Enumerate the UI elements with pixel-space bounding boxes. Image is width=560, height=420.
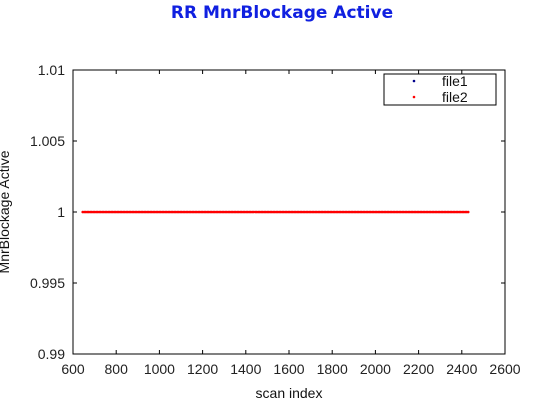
- legend-box: [383, 73, 497, 106]
- y-axis-label: MnrBlockage Active: [0, 150, 12, 273]
- x-tick-label: 600: [61, 361, 85, 377]
- x-tick-label: 2400: [446, 361, 477, 377]
- y-tick-label: 1: [57, 204, 65, 220]
- legend: file1 file2: [383, 73, 497, 106]
- y-tick-label: 0.99: [38, 346, 65, 362]
- x-tick-label: 1800: [317, 361, 348, 377]
- y-axis-ticks: 0.99 0.995 1 1.005 1.01: [30, 62, 505, 362]
- x-tick-label: 800: [105, 361, 129, 377]
- x-tick-label: 1200: [187, 361, 218, 377]
- series-layer: [81, 210, 470, 214]
- y-tick-label: 1.005: [30, 133, 65, 149]
- legend-marker-file2: [412, 95, 416, 99]
- data-point: [466, 210, 470, 214]
- legend-label-file1: file1: [442, 73, 468, 89]
- x-tick-label: 1600: [273, 361, 304, 377]
- y-tick-label: 1.01: [38, 62, 65, 78]
- x-tick-label: 2000: [360, 361, 391, 377]
- x-tick-label: 2200: [403, 361, 434, 377]
- chart-title: RR MnrBlockage Active: [171, 3, 393, 23]
- x-tick-label: 1000: [144, 361, 175, 377]
- legend-marker-file1: [412, 79, 416, 83]
- series-file2: [81, 210, 470, 214]
- x-tick-label: 1400: [230, 361, 261, 377]
- x-tick-label: 2600: [489, 361, 520, 377]
- y-tick-label: 0.995: [30, 275, 65, 291]
- x-axis-label: scan index: [256, 385, 323, 401]
- x-axis-ticks: 600 800 1000 1200 1400 1600 1800 2000 2200 2400 26…: [61, 70, 521, 377]
- legend-label-file2: file2: [442, 89, 468, 105]
